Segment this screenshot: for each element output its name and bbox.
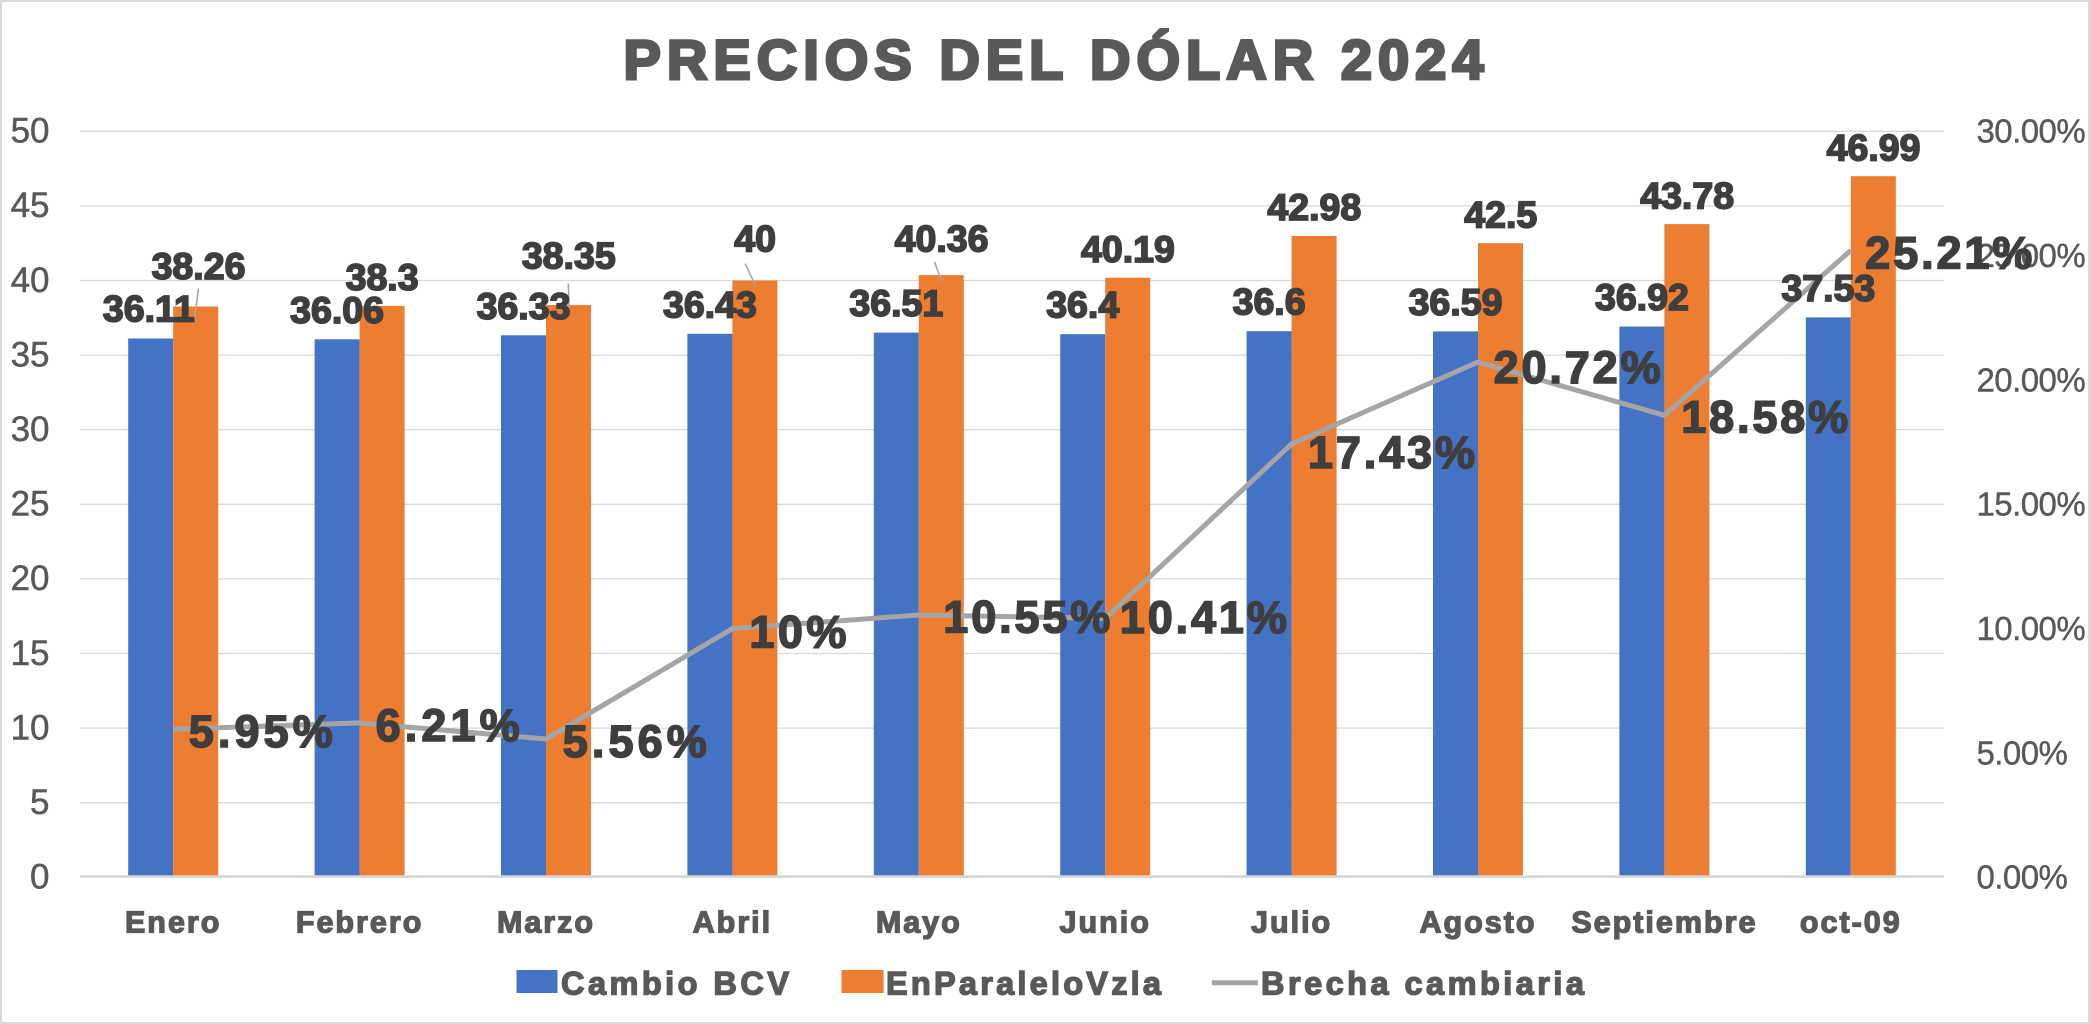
svg-text:0.00%: 0.00%	[1977, 859, 2068, 896]
svg-text:10.00%: 10.00%	[1977, 610, 2086, 647]
svg-text:Mayo: Mayo	[876, 906, 962, 940]
svg-text:50: 50	[11, 112, 50, 151]
svg-text:30: 30	[11, 410, 50, 449]
svg-text:45: 45	[11, 186, 50, 225]
svg-text:40: 40	[734, 217, 776, 259]
svg-text:5.00%: 5.00%	[1977, 734, 2068, 771]
svg-text:10: 10	[11, 708, 50, 747]
svg-text:Agosto: Agosto	[1419, 906, 1536, 940]
svg-text:38.35: 38.35	[522, 234, 616, 276]
svg-text:36.92: 36.92	[1595, 276, 1689, 318]
svg-text:40.36: 40.36	[895, 217, 989, 259]
svg-text:38.26: 38.26	[152, 245, 246, 287]
svg-text:25: 25	[11, 485, 50, 524]
svg-text:36.6: 36.6	[1233, 281, 1306, 323]
svg-text:0: 0	[30, 858, 49, 897]
svg-text:10%: 10%	[749, 607, 846, 658]
svg-text:Enero: Enero	[125, 906, 221, 940]
svg-text:37.53: 37.53	[1781, 267, 1875, 309]
svg-text:Septiembre: Septiembre	[1571, 906, 1757, 940]
svg-text:46.99: 46.99	[1827, 126, 1921, 168]
svg-text:Marzo: Marzo	[497, 906, 595, 940]
svg-text:17.43%: 17.43%	[1308, 427, 1475, 478]
svg-text:42.5: 42.5	[1464, 193, 1537, 235]
svg-text:25.21%: 25.21%	[1865, 228, 2032, 279]
svg-text:38.3: 38.3	[346, 256, 419, 298]
svg-text:20.72%: 20.72%	[1494, 342, 1661, 393]
svg-text:36.51: 36.51	[849, 282, 943, 324]
svg-text:10.55%: 10.55%	[943, 591, 1110, 642]
svg-text:42.98: 42.98	[1267, 186, 1361, 228]
svg-text:36.43: 36.43	[663, 283, 757, 325]
svg-text:35: 35	[11, 335, 50, 374]
svg-text:43.78: 43.78	[1640, 174, 1734, 216]
svg-text:Julio: Julio	[1251, 906, 1332, 940]
svg-text:Abril: Abril	[693, 906, 772, 940]
svg-text:18.58%: 18.58%	[1681, 392, 1848, 443]
svg-text:36.59: 36.59	[1409, 281, 1503, 323]
svg-text:36.4: 36.4	[1046, 284, 1119, 326]
svg-text:36.06: 36.06	[290, 289, 384, 331]
svg-text:10.41%: 10.41%	[1120, 592, 1287, 643]
svg-text:5: 5	[30, 783, 49, 822]
svg-text:PRECIOS DEL DÓLAR 2024: PRECIOS DEL DÓLAR 2024	[624, 28, 1484, 91]
svg-text:15.00%: 15.00%	[1977, 486, 2086, 523]
svg-text:30.00%: 30.00%	[1977, 113, 2086, 150]
svg-text:Junio: Junio	[1060, 906, 1151, 940]
svg-text:20: 20	[11, 559, 50, 598]
svg-text:EnParaleloVzla: EnParaleloVzla	[886, 966, 1162, 1002]
svg-text:36.33: 36.33	[477, 285, 571, 327]
svg-text:40.19: 40.19	[1081, 228, 1175, 270]
svg-text:36.11: 36.11	[103, 288, 195, 330]
svg-text:20.00%: 20.00%	[1977, 361, 2086, 398]
svg-text:15: 15	[11, 634, 50, 673]
svg-text:Febrero: Febrero	[296, 906, 424, 940]
svg-text:25.00%: 25.00%	[1977, 237, 2086, 274]
svg-text:40: 40	[11, 261, 50, 300]
svg-text:oct-09: oct-09	[1800, 906, 1902, 940]
